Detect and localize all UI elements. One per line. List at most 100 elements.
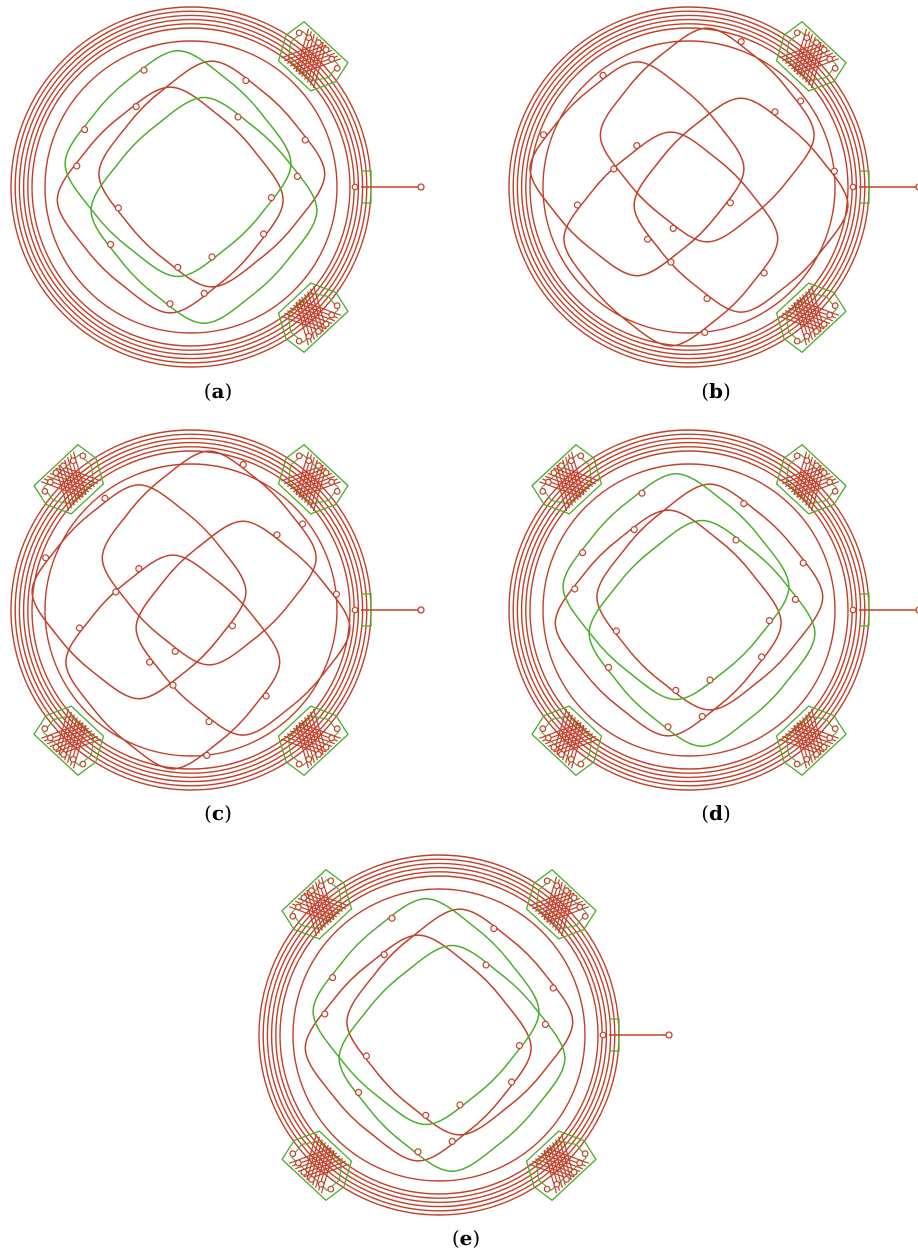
via xyxy=(41,554,50,562)
via xyxy=(831,725,839,733)
via xyxy=(831,487,839,495)
connection-pad-bottom-left xyxy=(33,705,105,777)
via xyxy=(293,172,301,180)
via xyxy=(799,559,807,567)
via xyxy=(849,183,857,191)
via xyxy=(813,39,820,47)
inner-coil-loops xyxy=(304,897,574,1173)
panel-label-e: (e) xyxy=(452,1226,480,1250)
via xyxy=(567,755,575,763)
via xyxy=(571,585,579,593)
via xyxy=(46,478,54,486)
via xyxy=(573,201,582,209)
panel-e: (e) xyxy=(258,854,673,1250)
via xyxy=(101,494,109,502)
via xyxy=(793,452,801,460)
via xyxy=(322,46,330,54)
via xyxy=(41,487,49,495)
via xyxy=(388,914,396,922)
via xyxy=(328,55,336,63)
via xyxy=(299,520,307,528)
via xyxy=(200,289,208,297)
via xyxy=(333,487,341,495)
via xyxy=(771,108,779,116)
inner-coil-loops xyxy=(529,27,849,347)
connection-pad-bottom-right xyxy=(277,705,349,777)
via xyxy=(726,199,735,207)
via xyxy=(563,887,570,895)
output-lead xyxy=(351,170,425,204)
via xyxy=(60,462,67,470)
via xyxy=(305,755,313,763)
via xyxy=(732,536,740,544)
via xyxy=(820,743,828,751)
via xyxy=(315,39,322,47)
via xyxy=(803,755,811,763)
via xyxy=(355,1088,363,1097)
via xyxy=(317,1180,325,1188)
inner-ring xyxy=(44,40,338,334)
via xyxy=(803,34,811,42)
via xyxy=(205,717,213,726)
via xyxy=(456,1101,464,1109)
via xyxy=(289,1150,297,1158)
connection-pad-bottom-right xyxy=(525,1130,597,1202)
red-loop xyxy=(98,60,326,288)
red-loop xyxy=(101,450,317,666)
via xyxy=(544,478,552,486)
via xyxy=(576,903,584,911)
via xyxy=(820,469,828,477)
via xyxy=(322,743,330,751)
via xyxy=(664,723,672,731)
via xyxy=(80,126,89,134)
via xyxy=(295,760,303,768)
via xyxy=(849,606,857,614)
output-lead xyxy=(351,593,425,627)
inner-coil-loops xyxy=(554,472,824,748)
via xyxy=(333,64,341,72)
via xyxy=(813,327,820,335)
via xyxy=(803,332,811,340)
via xyxy=(791,595,800,604)
panel-c: (c) xyxy=(10,429,425,825)
via xyxy=(333,725,341,733)
via xyxy=(294,1159,302,1167)
via xyxy=(75,624,84,632)
via xyxy=(69,755,77,763)
via xyxy=(300,1168,308,1176)
via xyxy=(380,950,388,959)
via xyxy=(448,1137,456,1146)
via xyxy=(332,590,340,598)
via xyxy=(327,877,335,885)
via xyxy=(239,461,247,469)
via xyxy=(820,46,828,54)
via xyxy=(581,1150,589,1158)
via xyxy=(830,167,839,175)
output-lead xyxy=(599,1018,673,1052)
via xyxy=(765,616,774,625)
output-lead xyxy=(849,593,918,627)
red-loop xyxy=(56,86,284,314)
via xyxy=(52,743,60,751)
via xyxy=(171,647,179,656)
via xyxy=(698,712,706,721)
inner-ring xyxy=(542,40,836,334)
via xyxy=(543,1185,551,1193)
via xyxy=(515,1041,524,1050)
connection-pad-top-right xyxy=(277,443,349,515)
connection-pad-bottom-left xyxy=(531,705,603,777)
via xyxy=(315,750,322,758)
terminal-via xyxy=(417,606,425,614)
via xyxy=(826,478,834,486)
via xyxy=(581,912,589,920)
via xyxy=(301,136,309,144)
via xyxy=(826,55,834,63)
via xyxy=(295,29,303,37)
via xyxy=(308,887,315,895)
via xyxy=(329,973,337,982)
red-loop xyxy=(346,908,574,1136)
via xyxy=(826,311,834,319)
green-loop xyxy=(312,897,540,1126)
via xyxy=(328,734,336,742)
via xyxy=(135,564,143,573)
